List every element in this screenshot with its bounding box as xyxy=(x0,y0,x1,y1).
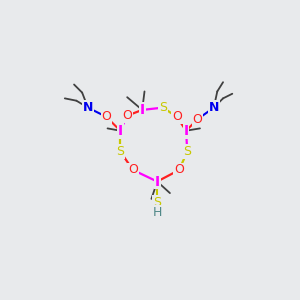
Text: S: S xyxy=(116,145,124,158)
Text: S: S xyxy=(183,145,191,158)
Text: I: I xyxy=(118,124,123,138)
Text: I: I xyxy=(184,124,189,138)
Text: O: O xyxy=(193,113,202,126)
Text: S: S xyxy=(153,196,161,209)
Text: N: N xyxy=(83,101,93,114)
Text: H: H xyxy=(152,206,162,219)
Text: I: I xyxy=(155,175,160,188)
Text: O: O xyxy=(128,164,138,176)
Text: O: O xyxy=(172,110,182,123)
Text: N: N xyxy=(208,101,219,114)
Text: O: O xyxy=(174,164,184,176)
Text: O: O xyxy=(101,110,111,123)
Text: I: I xyxy=(140,103,145,117)
Text: O: O xyxy=(122,109,132,122)
Text: S: S xyxy=(159,101,167,114)
